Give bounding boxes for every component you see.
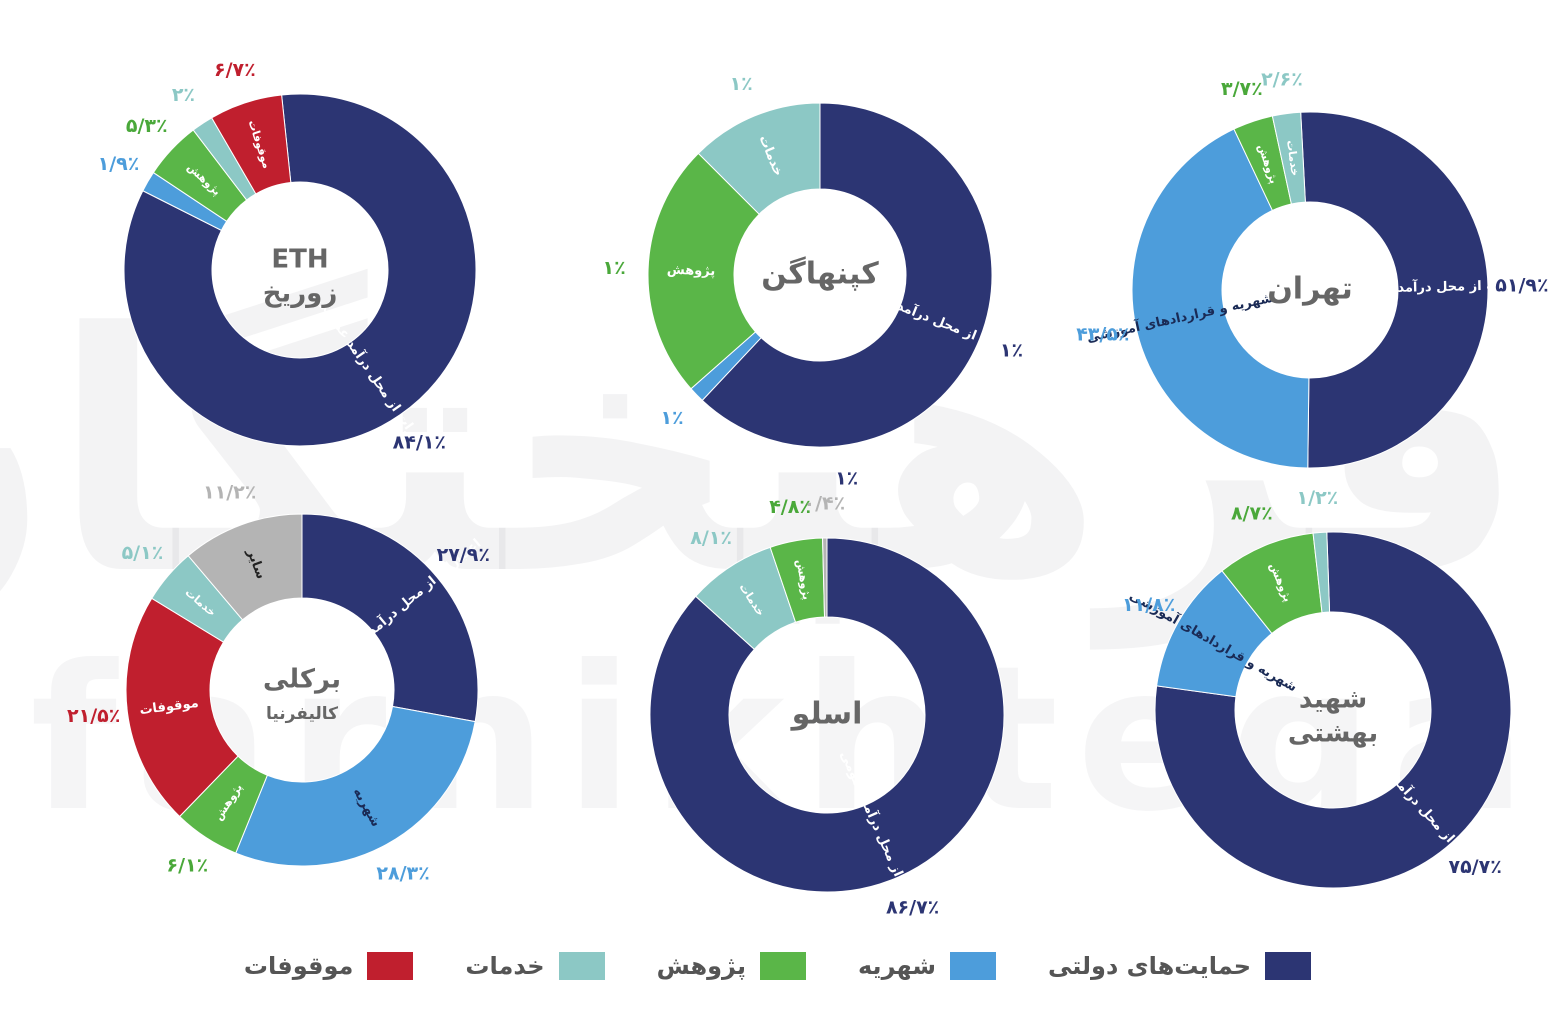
donut-slice-gov	[649, 537, 1005, 893]
legend-item-gov: حمایت‌های دولتی	[1047, 952, 1312, 980]
percent-label: ۵۱/۹٪	[1495, 274, 1548, 296]
percent-label: ۱٪	[1000, 339, 1023, 361]
chart-subtitle: زوریخ	[263, 279, 338, 309]
percent-label: ۳/۷٪	[1221, 78, 1263, 100]
legend-item-tuition: شهریه	[858, 952, 996, 980]
percent-label: ۱۱/۲٪	[203, 481, 256, 503]
chart-title: کپنهاگن	[761, 256, 879, 292]
donut-slice-services	[1271, 111, 1306, 205]
percent-label: ۱/۲٪	[1297, 487, 1339, 509]
percent-label: ۸۶/۷٪	[886, 896, 939, 918]
slice-label: خدمات	[1284, 139, 1302, 177]
legend-item-research: پژوهش	[657, 952, 806, 980]
percent-label: ۱/۹٪	[98, 153, 140, 175]
chart-title: شهید	[1299, 685, 1367, 715]
percent-label: ۲۸/۳٪	[376, 863, 429, 885]
percent-label: ۰/۴٪	[803, 493, 845, 515]
percent-label: ۷۵/۷٪	[1448, 856, 1501, 878]
slice-label: موقوفات	[139, 696, 200, 718]
percent-label: ۲٪	[172, 84, 195, 106]
legend-label: پژوهش	[656, 952, 746, 980]
donut-slice-research	[647, 152, 760, 390]
chart-subtitle: بهشتی	[1288, 719, 1378, 749]
legend-swatch	[1265, 952, 1312, 980]
donut-slice-tuition	[1131, 128, 1310, 469]
percent-label: ۱٪	[835, 467, 858, 489]
percent-label: ۱۱/۸٪	[1122, 594, 1175, 616]
legend: حمایت‌های دولتی شهریه پژوهش خدمات موقوفا…	[0, 938, 1555, 994]
percent-label: ۴/۸٪	[769, 496, 811, 518]
chart-title: تهران	[1267, 272, 1353, 307]
legend-item-endowment: موقوفات	[244, 952, 414, 980]
chart-title: اسلو	[790, 697, 863, 732]
percent-label: ۲۷/۹٪	[437, 544, 490, 566]
percent-label: ۸/۷٪	[1231, 503, 1273, 525]
percent-label: ۱٪	[603, 257, 626, 279]
legend-label: خدمات	[465, 952, 545, 980]
percent-label: ۱٪	[660, 407, 683, 429]
legend-swatch	[760, 952, 806, 980]
percent-label: ۲۱/۵٪	[67, 705, 120, 727]
slice-label: پژوهش	[667, 263, 716, 280]
legend-label: موقوفات	[243, 952, 354, 980]
donut-slice-gov	[701, 102, 993, 448]
percent-label: ۸/۱٪	[690, 527, 732, 549]
slice-label: اعتبارات از محل درآمد عمومی	[1346, 276, 1540, 297]
percent-label: ۱٪	[730, 73, 753, 95]
donut-slice-tuition	[235, 705, 476, 867]
donut-chart-5: اعتبارات از محل درآمد عمومی۲۷/۹٪شهریه۲۸/…	[67, 481, 490, 884]
chart-subtitle: کالیفرنیا	[266, 704, 338, 724]
legend-label: حمایت‌های دولتی	[1047, 952, 1252, 980]
percent-label: ۸۴/۱٪	[393, 431, 446, 453]
donut-slice-gov	[123, 93, 477, 447]
percent-label: ۲/۶٪	[1261, 68, 1303, 90]
percent-label: ۵/۱٪	[122, 542, 164, 564]
legend-swatch	[367, 952, 414, 980]
percent-label: ۴۳/۵٪	[1076, 324, 1129, 346]
percent-label: ۵/۳٪	[126, 115, 168, 137]
donut-slice-other	[187, 513, 303, 621]
chart-title: برکلی	[263, 665, 341, 695]
percent-label: ۶/۷٪	[214, 59, 256, 81]
donut-slice-gov	[301, 513, 479, 723]
legend-item-services: خدمات	[465, 952, 605, 980]
legend-swatch	[558, 952, 605, 980]
donut-slice-other	[822, 537, 828, 618]
legend-label: شهریه	[858, 952, 936, 980]
percent-label: ۶/۱٪	[166, 854, 208, 876]
donut-slice-endowment	[210, 94, 292, 195]
donut-chart-1: اعتبارات از محل درآمد عمومی۱٪۱٪پژوهش۱٪خد…	[603, 73, 1034, 489]
chart-title: ETH	[271, 245, 328, 275]
donut-chart-4: اعتبارات از محل درآمد عمومی۸۶/۷٪خدمات۸/۱…	[649, 493, 1005, 930]
donut-slice-gov	[1300, 111, 1489, 469]
donut-slice-services	[697, 102, 821, 215]
donut-slice-gov	[1154, 531, 1512, 889]
legend-swatch	[949, 952, 996, 980]
donut-slice-services	[1312, 531, 1331, 614]
donut-slice-endowment	[125, 597, 239, 818]
